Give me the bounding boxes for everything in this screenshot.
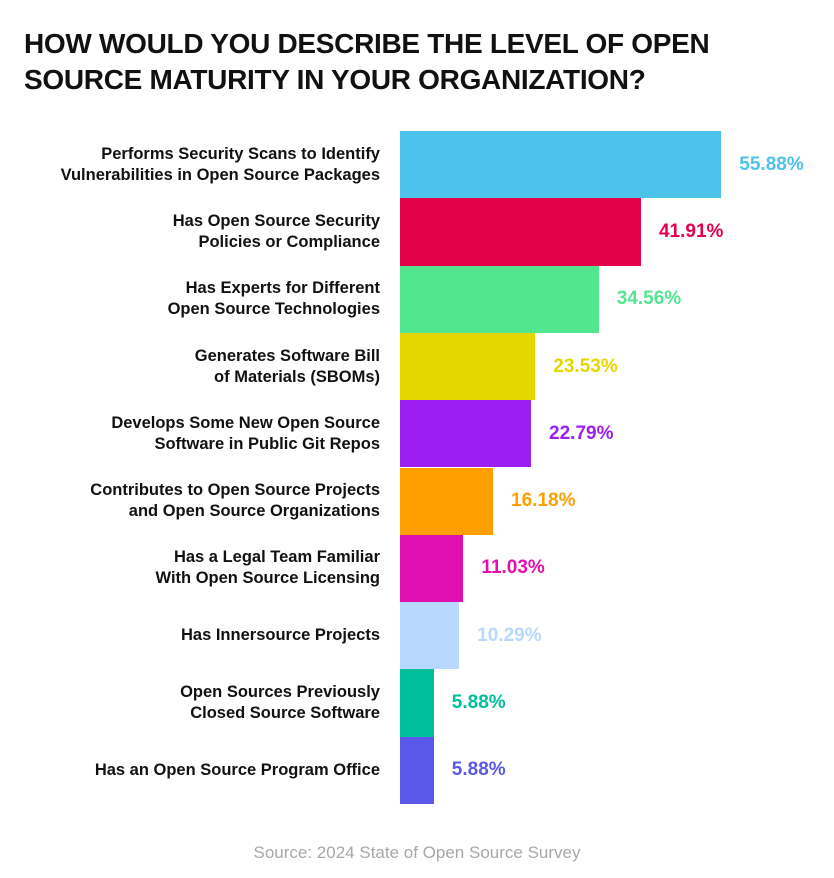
value-label: 5.88% [451, 759, 506, 781]
category-label: Open Sources Previously Closed Source So… [180, 683, 380, 723]
value-label: 16.18% [511, 490, 576, 512]
category-label: Develops Some New Open Source Software i… [111, 413, 380, 453]
bar [400, 736, 434, 804]
value-label: 34.56% [616, 288, 682, 310]
value-label: 11.03% [481, 557, 545, 579]
category-label: Has Open Source Security Policies or Com… [172, 211, 380, 251]
bar [400, 669, 434, 737]
category-label: Contributes to Open Source Projects and … [90, 481, 380, 521]
category-label: Has an Open Source Program Office [94, 760, 380, 779]
bar [400, 332, 536, 401]
bar [400, 400, 532, 468]
bar [400, 467, 494, 535]
source-note: Source: 2024 State of Open Source Survey [253, 843, 581, 862]
value-label: 41.91% [658, 220, 724, 242]
chart-title: HOW WOULD YOU DESCRIBE THE LEVEL OF OPEN… [24, 28, 710, 95]
category-label: Has Innersource Projects [181, 626, 380, 645]
value-label: 5.88% [451, 692, 506, 714]
value-label: 23.53% [553, 355, 618, 377]
value-label: 10.29% [477, 624, 542, 646]
value-label: 55.88% [739, 153, 804, 175]
category-label: Has Experts for Different Open Source Te… [167, 279, 380, 319]
category-label: Generates Software Bill of Materials (SB… [194, 346, 380, 386]
bar [400, 131, 722, 199]
category-label: Has a Legal Team Familiar With Open Sour… [155, 548, 380, 588]
bar [400, 198, 641, 266]
bar [400, 265, 599, 333]
value-label: 22.79% [549, 422, 614, 444]
bar [400, 602, 460, 670]
category-label: Performs Security Scans to Identify Vuln… [60, 144, 380, 184]
bar [400, 534, 464, 603]
